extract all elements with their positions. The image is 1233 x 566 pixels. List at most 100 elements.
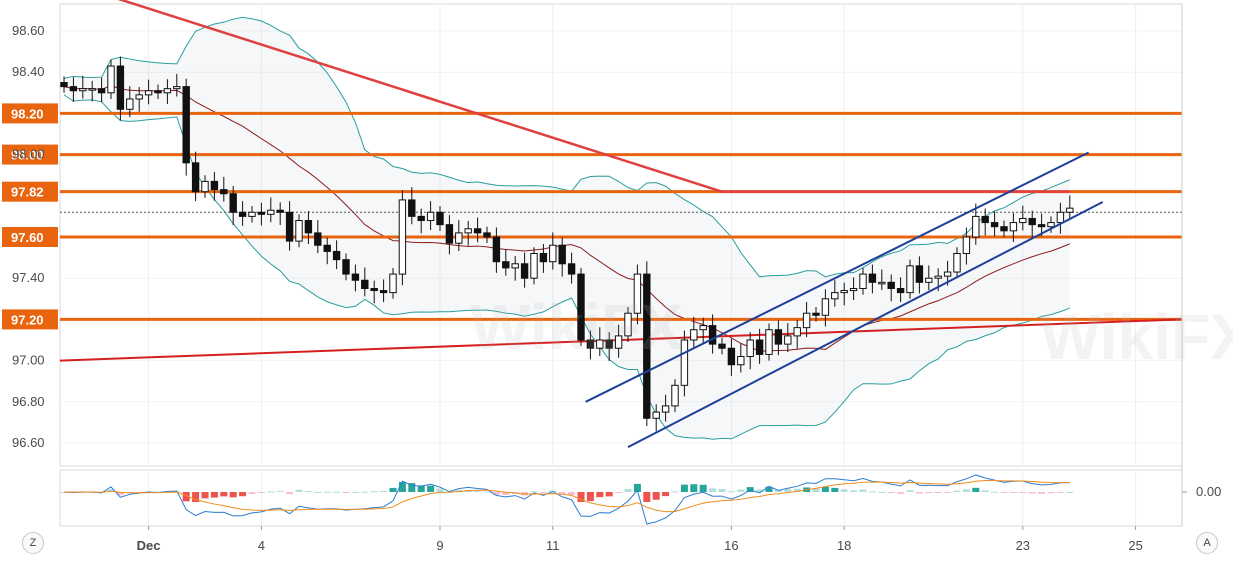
- candle-body: [229, 193, 237, 213]
- histogram-bar: [474, 490, 482, 492]
- candle-body: [614, 335, 623, 349]
- histogram-bar: [304, 491, 312, 493]
- candle-body: [849, 288, 858, 292]
- candle-body: [389, 273, 397, 294]
- candle-body: [267, 209, 275, 215]
- candle-body: [135, 94, 143, 100]
- histogram-bar: [1038, 492, 1046, 494]
- y-tick-label: 96.80: [12, 394, 45, 409]
- histogram-bar: [220, 492, 228, 497]
- candle-body: [633, 273, 642, 314]
- candle-body: [934, 275, 942, 279]
- candle-body: [314, 232, 322, 246]
- candle-body: [774, 329, 783, 345]
- histogram-bar: [502, 492, 510, 496]
- histogram-bar: [361, 491, 369, 493]
- histogram-bar: [821, 486, 829, 492]
- candle-body: [361, 279, 369, 290]
- candle-body: [596, 339, 604, 349]
- histogram-bar: [680, 484, 688, 492]
- candle-body: [812, 312, 820, 316]
- histogram-bar: [756, 489, 764, 492]
- x-tick-label: 4: [258, 538, 265, 553]
- level-badge-label: 97.60: [11, 230, 44, 245]
- candle-body: [972, 215, 980, 238]
- histogram-bar: [699, 484, 707, 492]
- histogram-bar: [812, 488, 820, 492]
- candle-body: [680, 339, 689, 386]
- histogram-bar: [558, 492, 566, 494]
- candle-body: [643, 273, 651, 419]
- candle-body: [173, 86, 181, 90]
- histogram-bar: [859, 489, 867, 492]
- candle-body: [1019, 217, 1027, 224]
- y-tick-label: 97.40: [12, 270, 45, 285]
- candle-body: [896, 288, 905, 294]
- histogram-bar: [295, 489, 303, 492]
- candle-body: [182, 86, 190, 164]
- candle-body: [671, 384, 679, 407]
- candle-body: [276, 209, 284, 213]
- candle-body: [398, 199, 407, 275]
- zoom-reset-button[interactable]: Z: [22, 532, 44, 554]
- histogram-bar: [286, 492, 294, 495]
- candle-body: [708, 325, 717, 345]
- histogram-bar: [314, 491, 322, 493]
- candle-body: [1047, 222, 1055, 228]
- histogram-bar: [201, 492, 209, 499]
- candle-body: [323, 244, 331, 252]
- channel-lower-line: [627, 201, 1104, 449]
- candle-body: [295, 220, 303, 242]
- histogram-bar: [991, 491, 999, 493]
- histogram-bar: [643, 492, 651, 502]
- histogram-bar: [897, 492, 905, 494]
- candle-body: [661, 405, 670, 413]
- histogram-bar: [192, 492, 200, 502]
- bollinger-middle-line: [63, 85, 1070, 352]
- histogram-bar: [850, 490, 858, 492]
- candle-body: [915, 265, 924, 283]
- histogram-bar: [389, 487, 397, 492]
- candle-body: [887, 281, 895, 290]
- histogram-bar: [257, 492, 265, 493]
- histogram-bar: [1056, 492, 1064, 493]
- histogram-bar: [417, 485, 425, 492]
- level-badge-label: 97.82: [11, 185, 44, 200]
- bollinger-upper-line: [63, 16, 1070, 278]
- candle-body: [351, 273, 360, 281]
- candle-body: [79, 88, 87, 92]
- auto-scale-button[interactable]: A: [1196, 532, 1218, 554]
- candle-body: [502, 261, 510, 269]
- candle-body: [558, 244, 566, 265]
- indicator-pane: [59, 469, 1183, 527]
- candle-body: [511, 263, 519, 269]
- histogram-bar: [1028, 492, 1036, 494]
- candle-body: [116, 65, 125, 110]
- candle-body: [370, 288, 378, 292]
- candle-body: [144, 90, 153, 96]
- bollinger-lower-line: [63, 94, 1070, 440]
- candle-body: [1028, 217, 1036, 226]
- histogram-bar: [1000, 492, 1008, 494]
- level-badge-label: 98.20: [11, 106, 44, 121]
- histogram-bar: [596, 492, 604, 498]
- candle-body: [88, 88, 96, 91]
- histogram-bar: [944, 492, 952, 493]
- histogram-bar: [784, 489, 792, 492]
- candle-body: [426, 211, 435, 222]
- y-tick-label: 97.00: [12, 353, 45, 368]
- candle-body: [953, 252, 961, 273]
- histogram-bar: [492, 492, 500, 495]
- x-tick-label: 11: [546, 538, 560, 553]
- level-badge: [2, 227, 58, 247]
- y-tick-label: 96.60: [12, 435, 45, 450]
- histogram-bar: [107, 489, 115, 492]
- candle-body: [577, 273, 585, 341]
- candle-body: [492, 236, 501, 263]
- x-tick-label: 9: [436, 538, 443, 553]
- candle-body: [652, 411, 660, 419]
- histogram-bar: [615, 492, 623, 493]
- histogram-bar: [972, 487, 980, 492]
- histogram-bar: [436, 488, 444, 492]
- candle-body: [718, 343, 726, 349]
